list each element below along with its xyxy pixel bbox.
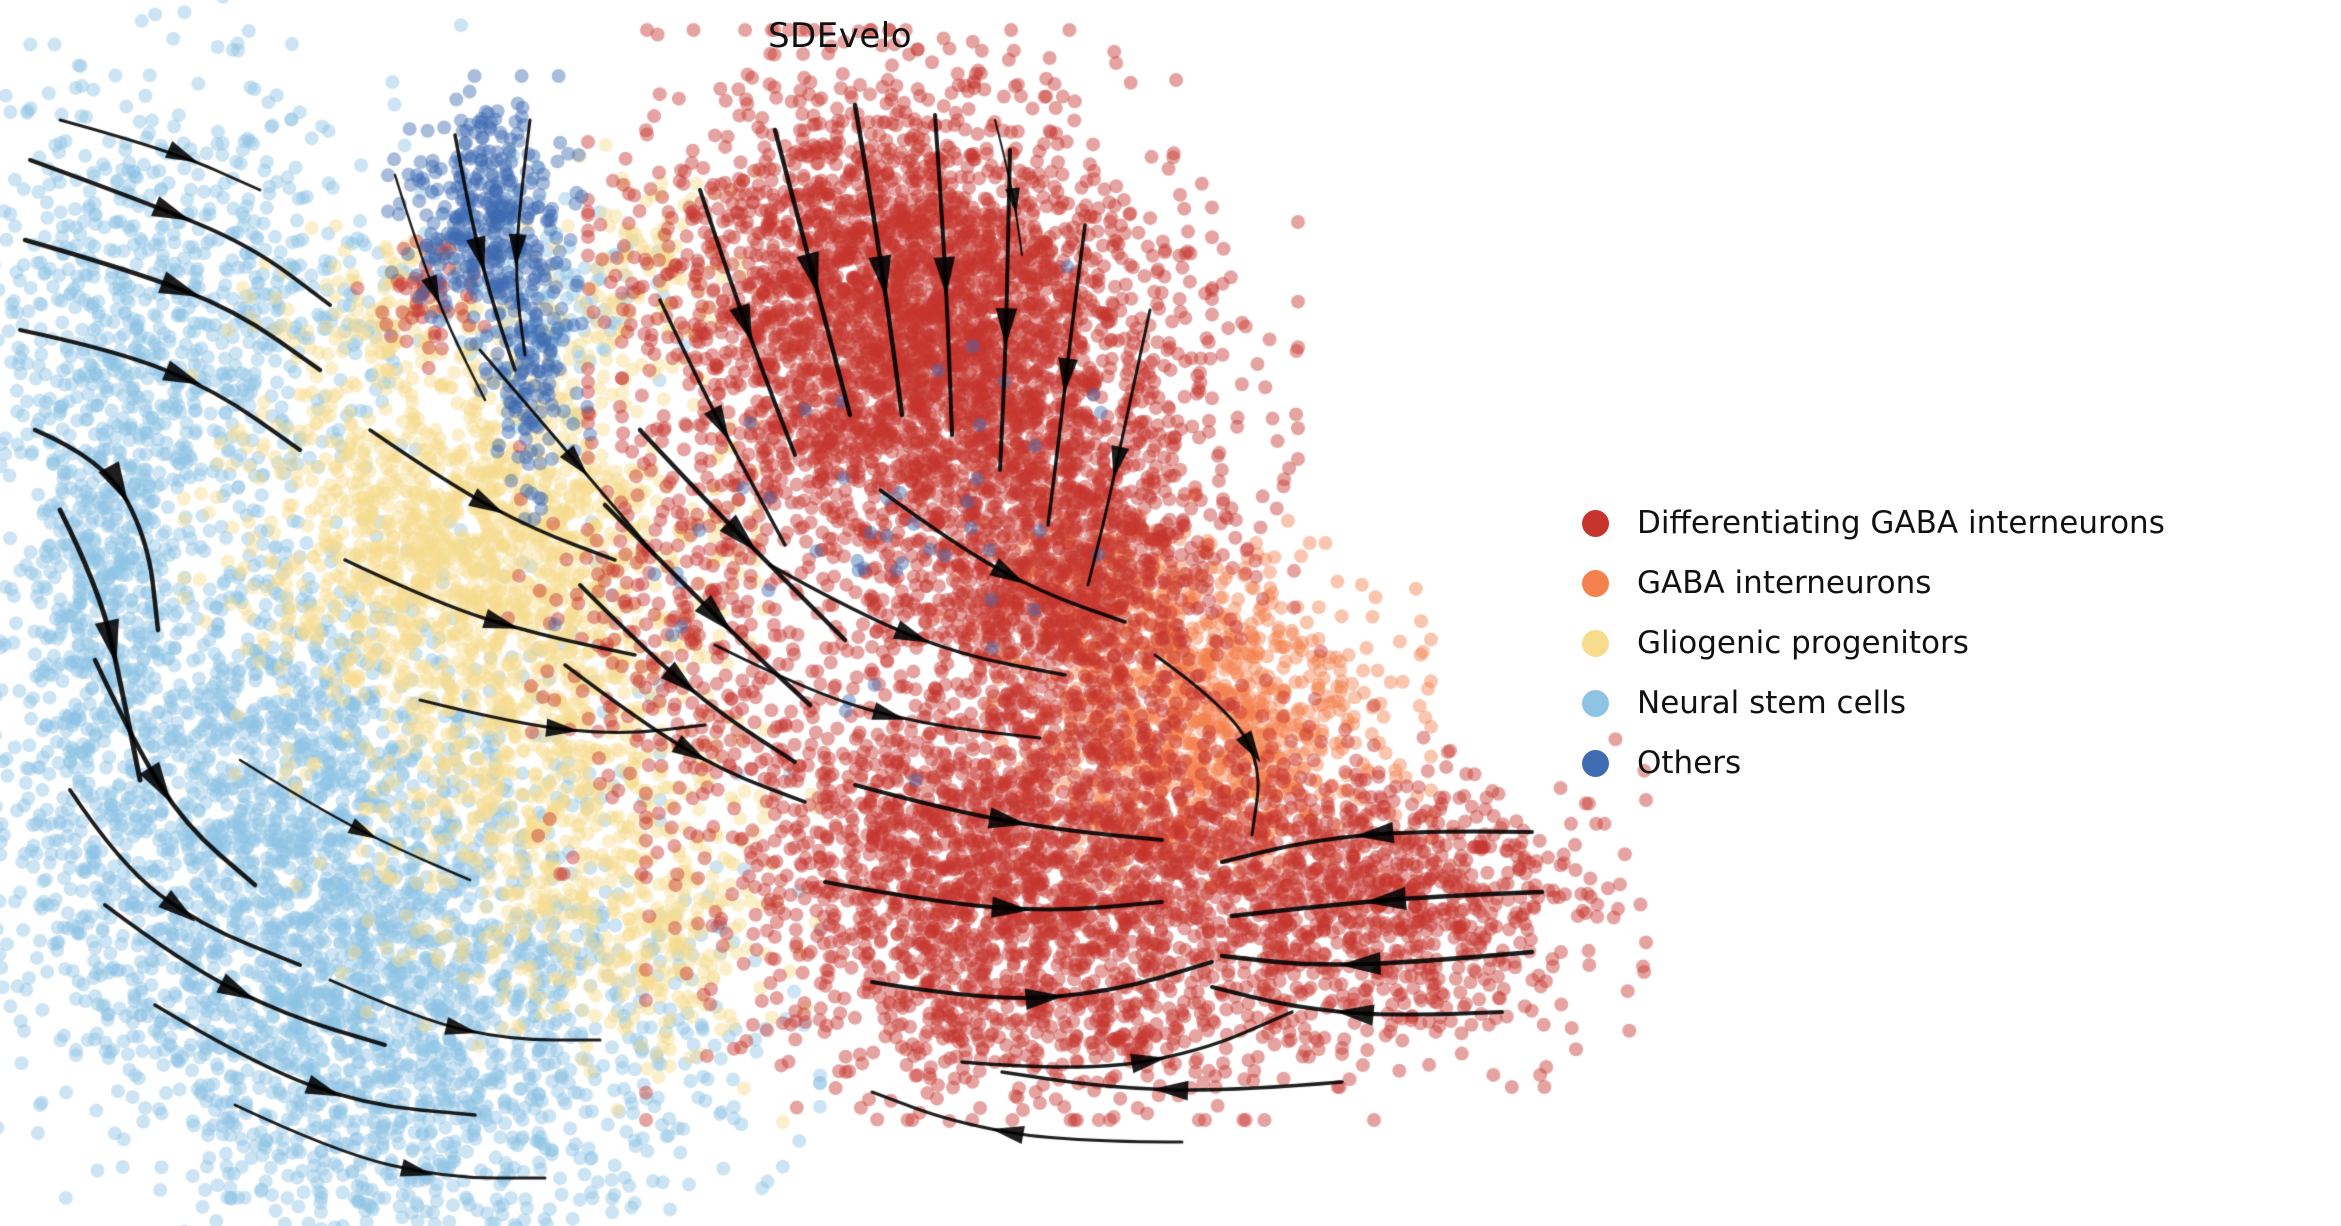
legend-label-differentiating-gaba: Differentiating GABA interneurons bbox=[1637, 505, 2165, 541]
legend-label-gaba: GABA interneurons bbox=[1637, 565, 1932, 601]
legend-item-others: Others bbox=[1582, 745, 2165, 781]
legend-item-differentiating-gaba: Differentiating GABA interneurons bbox=[1582, 505, 2165, 541]
legend: Differentiating GABA interneurons GABA i… bbox=[1582, 505, 2165, 781]
legend-item-gaba: GABA interneurons bbox=[1582, 565, 2165, 601]
legend-swatch-neural-stem-icon bbox=[1582, 689, 1609, 717]
legend-swatch-gliogenic-icon bbox=[1582, 629, 1609, 657]
legend-item-gliogenic: Gliogenic progenitors bbox=[1582, 625, 2165, 661]
legend-label-neural-stem: Neural stem cells bbox=[1637, 685, 1907, 721]
legend-swatch-differentiating-gaba-icon bbox=[1582, 509, 1609, 537]
chart-title: SDEvelo bbox=[767, 16, 913, 56]
legend-swatch-others-icon bbox=[1582, 749, 1609, 777]
legend-swatch-gaba-icon bbox=[1582, 569, 1609, 597]
legend-label-others: Others bbox=[1637, 745, 1742, 781]
legend-item-neural-stem: Neural stem cells bbox=[1582, 685, 2165, 721]
legend-label-gliogenic: Gliogenic progenitors bbox=[1637, 625, 1969, 661]
